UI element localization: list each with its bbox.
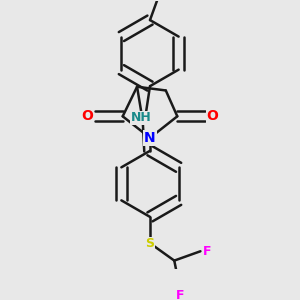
- Text: F: F: [176, 289, 184, 300]
- Text: F: F: [203, 245, 212, 258]
- Text: NH: NH: [131, 111, 152, 124]
- Text: N: N: [144, 131, 156, 145]
- Text: S: S: [146, 237, 154, 250]
- Text: O: O: [81, 109, 93, 123]
- Text: O: O: [207, 109, 219, 123]
